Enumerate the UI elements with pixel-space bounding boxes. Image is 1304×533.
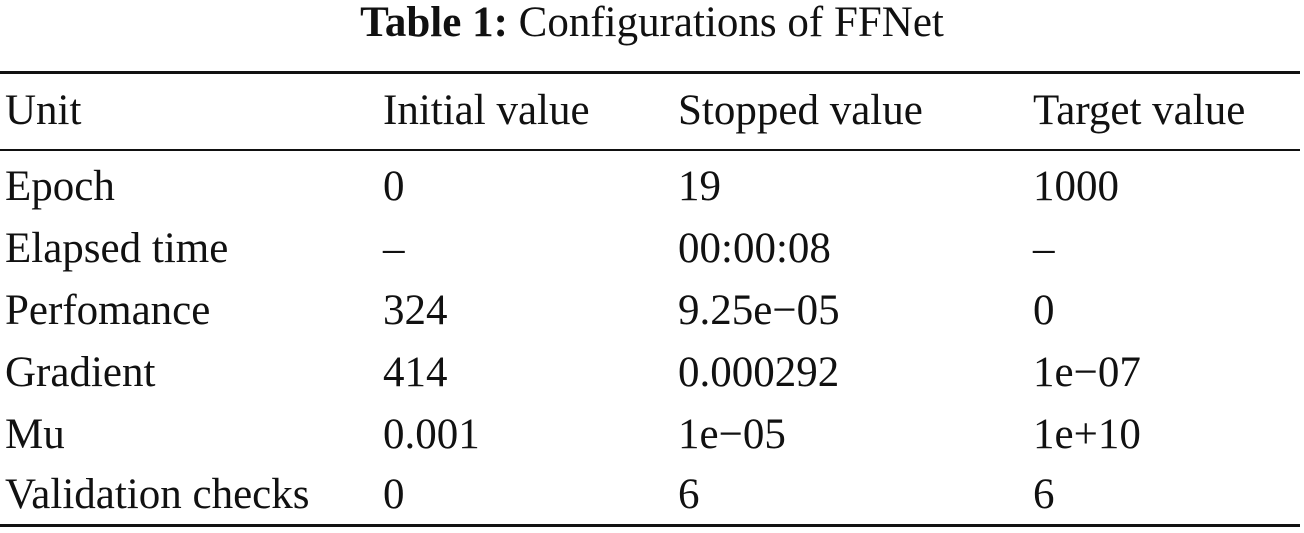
cell-target: 0	[1033, 287, 1055, 334]
table-header-rule	[0, 149, 1300, 151]
table-header-row: Unit Initial value Stopped value Target …	[0, 81, 1304, 141]
header-target-value: Target value	[1033, 87, 1246, 134]
cell-initial: 324	[383, 287, 448, 334]
cell-stopped: 19	[678, 163, 721, 210]
cell-initial: 0.001	[383, 411, 480, 458]
cell-target: 1e+10	[1033, 411, 1141, 458]
cell-unit: Mu	[5, 411, 65, 458]
cell-unit: Elapsed time	[5, 225, 229, 272]
table-row: Validation checks 0 6 6	[0, 465, 1304, 525]
cell-stopped: 9.25e−05	[678, 287, 840, 334]
cell-stopped: 00:00:08	[678, 225, 831, 272]
cell-stopped: 6	[678, 471, 700, 518]
cell-initial: 414	[383, 349, 448, 396]
cell-initial: –	[383, 225, 405, 272]
cell-target: 1e−07	[1033, 349, 1141, 396]
cell-unit: Gradient	[5, 349, 156, 396]
cell-unit: Perfomance	[5, 287, 211, 334]
cell-initial: 0	[383, 163, 405, 210]
table-row: Epoch 0 19 1000	[0, 157, 1304, 217]
cell-unit: Epoch	[5, 163, 115, 210]
cell-stopped: 1e−05	[678, 411, 786, 458]
caption-text: Configurations of FFNet	[518, 0, 944, 46]
header-initial-value: Initial value	[383, 87, 590, 134]
table-row: Mu 0.001 1e−05 1e+10	[0, 405, 1304, 465]
table-row: Gradient 414 0.000292 1e−07	[0, 343, 1304, 403]
caption-label: Table 1:	[360, 0, 508, 46]
cell-target: 1000	[1033, 163, 1119, 210]
cell-unit: Validation checks	[5, 471, 310, 518]
cell-initial: 0	[383, 471, 405, 518]
table-bottom-rule	[0, 524, 1300, 527]
cell-target: –	[1033, 225, 1055, 272]
cell-target: 6	[1033, 471, 1055, 518]
table-row: Perfomance 324 9.25e−05 0	[0, 281, 1304, 341]
table-row: Elapsed time – 00:00:08 –	[0, 219, 1304, 279]
table-top-rule	[0, 71, 1300, 74]
cell-stopped: 0.000292	[678, 349, 840, 396]
header-stopped-value: Stopped value	[678, 87, 923, 134]
header-unit: Unit	[5, 87, 82, 134]
table-caption: Table 1: Configurations of FFNet	[0, 0, 1304, 46]
